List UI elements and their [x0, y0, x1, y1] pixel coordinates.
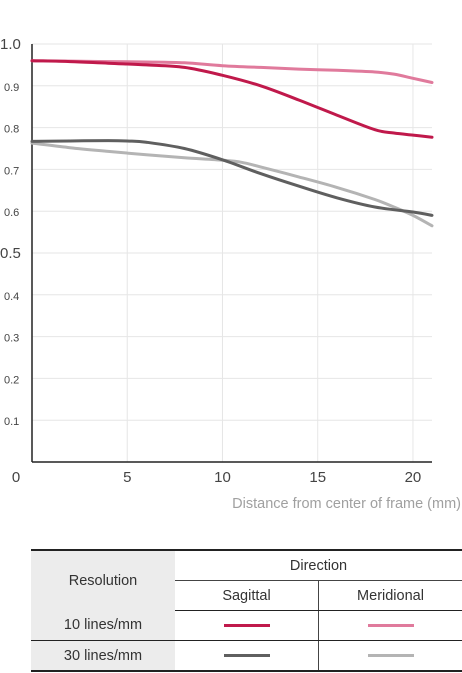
legend-cell-10-meridional [318, 610, 462, 641]
x-tick-label: 15 [309, 469, 326, 486]
series-10lpmm-sagittal [30, 59, 434, 139]
legend-cell-10-sagittal [175, 610, 319, 641]
mtf-chart: 0.10.20.30.40.50.60.70.80.91.0 0 5 10 15 20 … [0, 36, 461, 512]
legend-table: Resolution Direction Sagittal Meridional… [31, 549, 462, 672]
swatch-30-sagittal [223, 654, 270, 658]
y-tick-label: 0.7 [4, 165, 19, 177]
series-30lpmm-meridional [30, 141, 434, 228]
series-30lpmm-sagittal [30, 139, 434, 217]
y-tick-label: 0.6 [4, 207, 19, 219]
x-tick-label: 0 [12, 469, 20, 486]
x-tick-labels: 0 5 10 15 20 [12, 469, 421, 486]
y-tick-label: 0.5 [0, 245, 21, 262]
y-tick-label: 1.0 [0, 36, 21, 53]
y-tick-label: 0.8 [4, 124, 19, 136]
y-tick-label: 0.4 [4, 291, 19, 303]
series-lines [30, 59, 434, 228]
resolution-header: Resolution [31, 549, 175, 611]
x-axis-title: Distance from center of frame (mm) [232, 496, 461, 512]
series-10lpmm-meridional [30, 59, 434, 84]
x-tick-label: 20 [405, 469, 422, 486]
swatch-10-sagittal [223, 624, 270, 628]
x-tick-label: 5 [123, 469, 131, 486]
y-tick-label: 0.1 [4, 416, 19, 428]
meridional-header: Meridional [318, 580, 462, 611]
legend-cell-30-sagittal [175, 640, 319, 672]
direction-header: Direction [175, 549, 462, 581]
swatch-10-meridional [367, 624, 414, 628]
legend-cell-30-meridional [318, 640, 462, 672]
y-tick-labels: 0.1 0.2 0.3 0.4 0.5 0.6 0.7 0.8 0.9 1.0 [0, 36, 21, 428]
y-tick-label: 0.9 [4, 82, 19, 94]
row-label-30-lines: 30 lines/mm [31, 640, 175, 672]
y-tick-label: 0.2 [4, 374, 19, 386]
axes [31, 44, 432, 463]
sagittal-header: Sagittal [175, 580, 319, 611]
x-tick-label: 10 [214, 469, 231, 486]
grid-lines [32, 43, 432, 462]
row-label-10-lines: 10 lines/mm [31, 610, 175, 641]
y-tick-label: 0.3 [4, 333, 19, 345]
swatch-30-meridional [367, 654, 414, 658]
